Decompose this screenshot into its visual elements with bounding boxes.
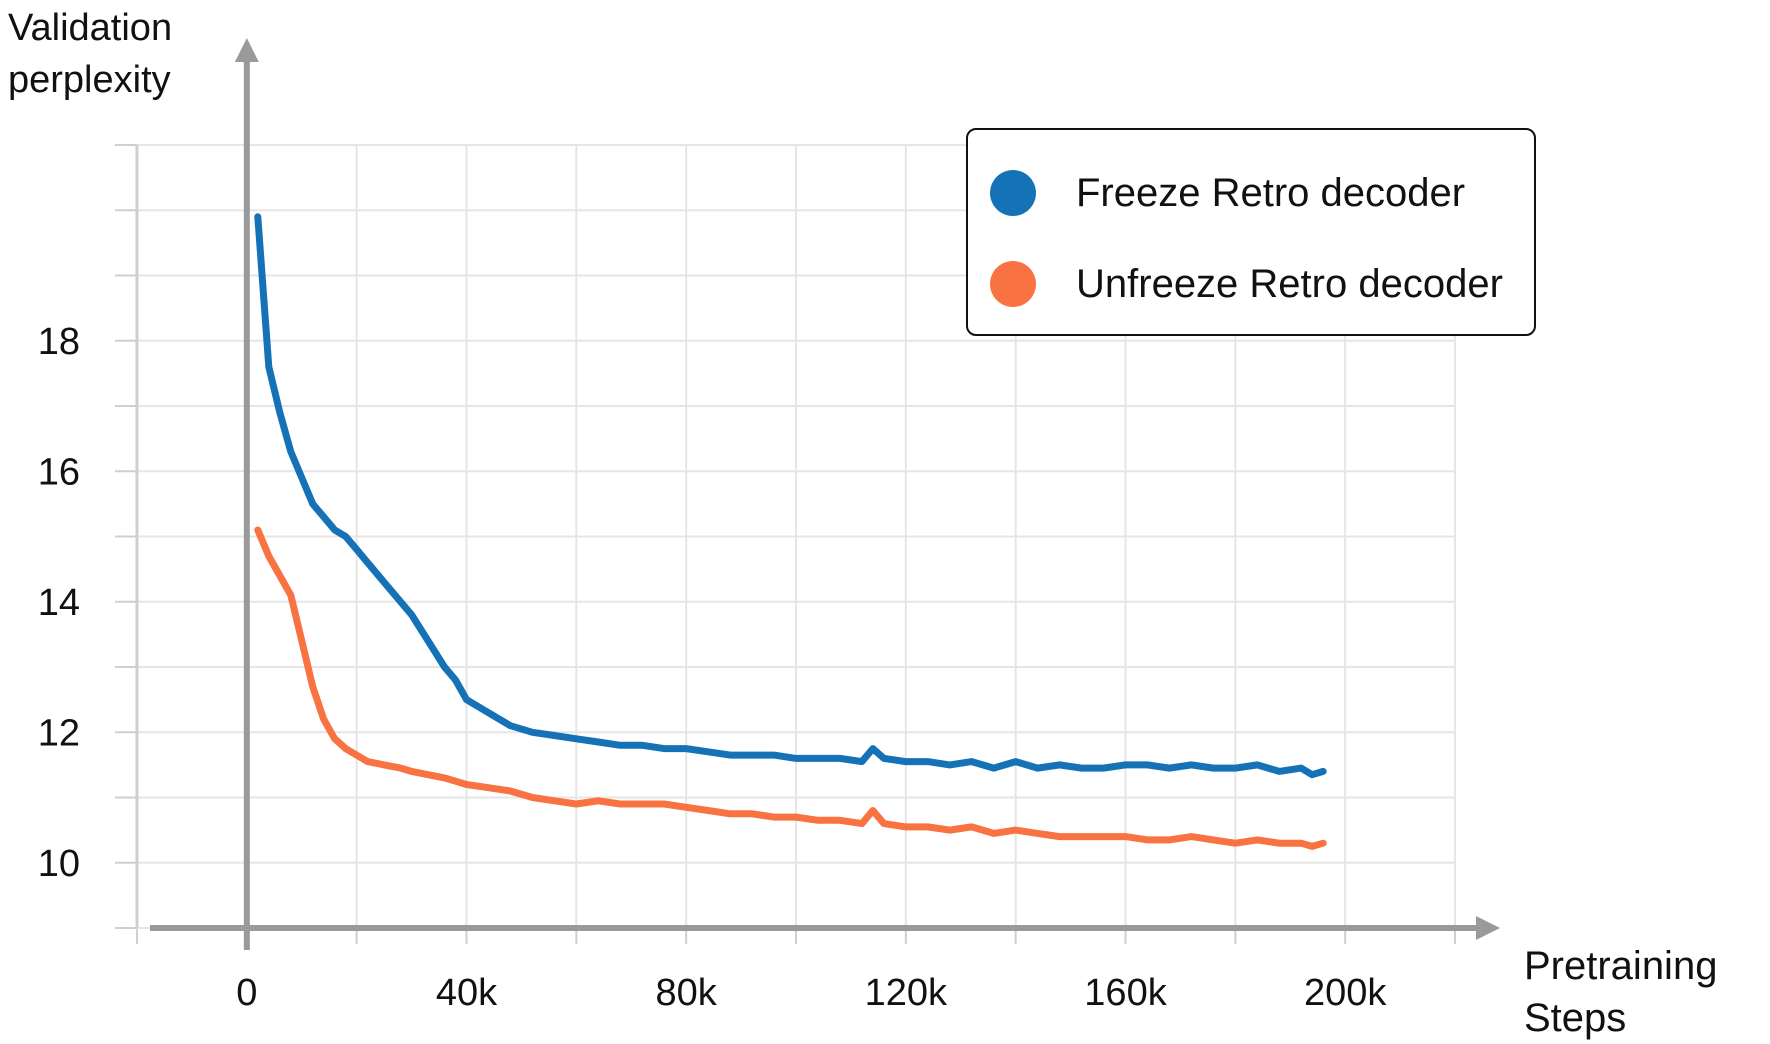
axes: 0 40k 80k 120k 160k 200k 10 12 14 16 18 (38, 38, 1500, 1014)
y-axis-label: Validation perplexity (8, 2, 172, 106)
series-group (254, 213, 1327, 850)
legend-swatch-unfreeze (990, 261, 1036, 307)
legend-label-unfreeze: Unfreeze Retro decoder (1076, 261, 1503, 306)
x-tick-label: 200k (1304, 972, 1387, 1014)
legend-swatch-freeze (990, 170, 1036, 216)
x-axis-label-line-1: Pretraining (1524, 944, 1718, 988)
series-line-unfreeze (254, 526, 1327, 850)
x-tick-label: 120k (865, 972, 948, 1014)
y-tick-label: 10 (38, 843, 80, 885)
legend-item-unfreeze: Unfreeze Retro decoder (990, 254, 1503, 314)
x-axis-arrow (1476, 916, 1500, 940)
x-axis-label: Pretraining Steps (1524, 940, 1717, 1044)
y-axis-arrow (234, 38, 259, 62)
y-tick-label: 12 (38, 712, 80, 754)
y-tick-label: 14 (38, 582, 80, 624)
legend-label-freeze: Freeze Retro decoder (1076, 170, 1466, 215)
legend: Freeze Retro decoder Unfreeze Retro deco… (966, 128, 1536, 336)
x-tick-label: 40k (436, 972, 498, 1014)
series-line-freeze (254, 213, 1327, 779)
x-tick-label: 80k (656, 972, 718, 1014)
x-tick-label: 0 (236, 972, 257, 1014)
x-axis-label-line-2: Steps (1524, 996, 1627, 1040)
y-axis-label-line-2: perplexity (8, 59, 171, 101)
legend-item-freeze: Freeze Retro decoder (990, 163, 1465, 223)
y-tick-label: 16 (38, 451, 80, 493)
y-axis-label-line-1: Validation (8, 7, 173, 49)
y-tick-label: 18 (38, 321, 80, 363)
x-tick-label: 160k (1084, 972, 1167, 1014)
